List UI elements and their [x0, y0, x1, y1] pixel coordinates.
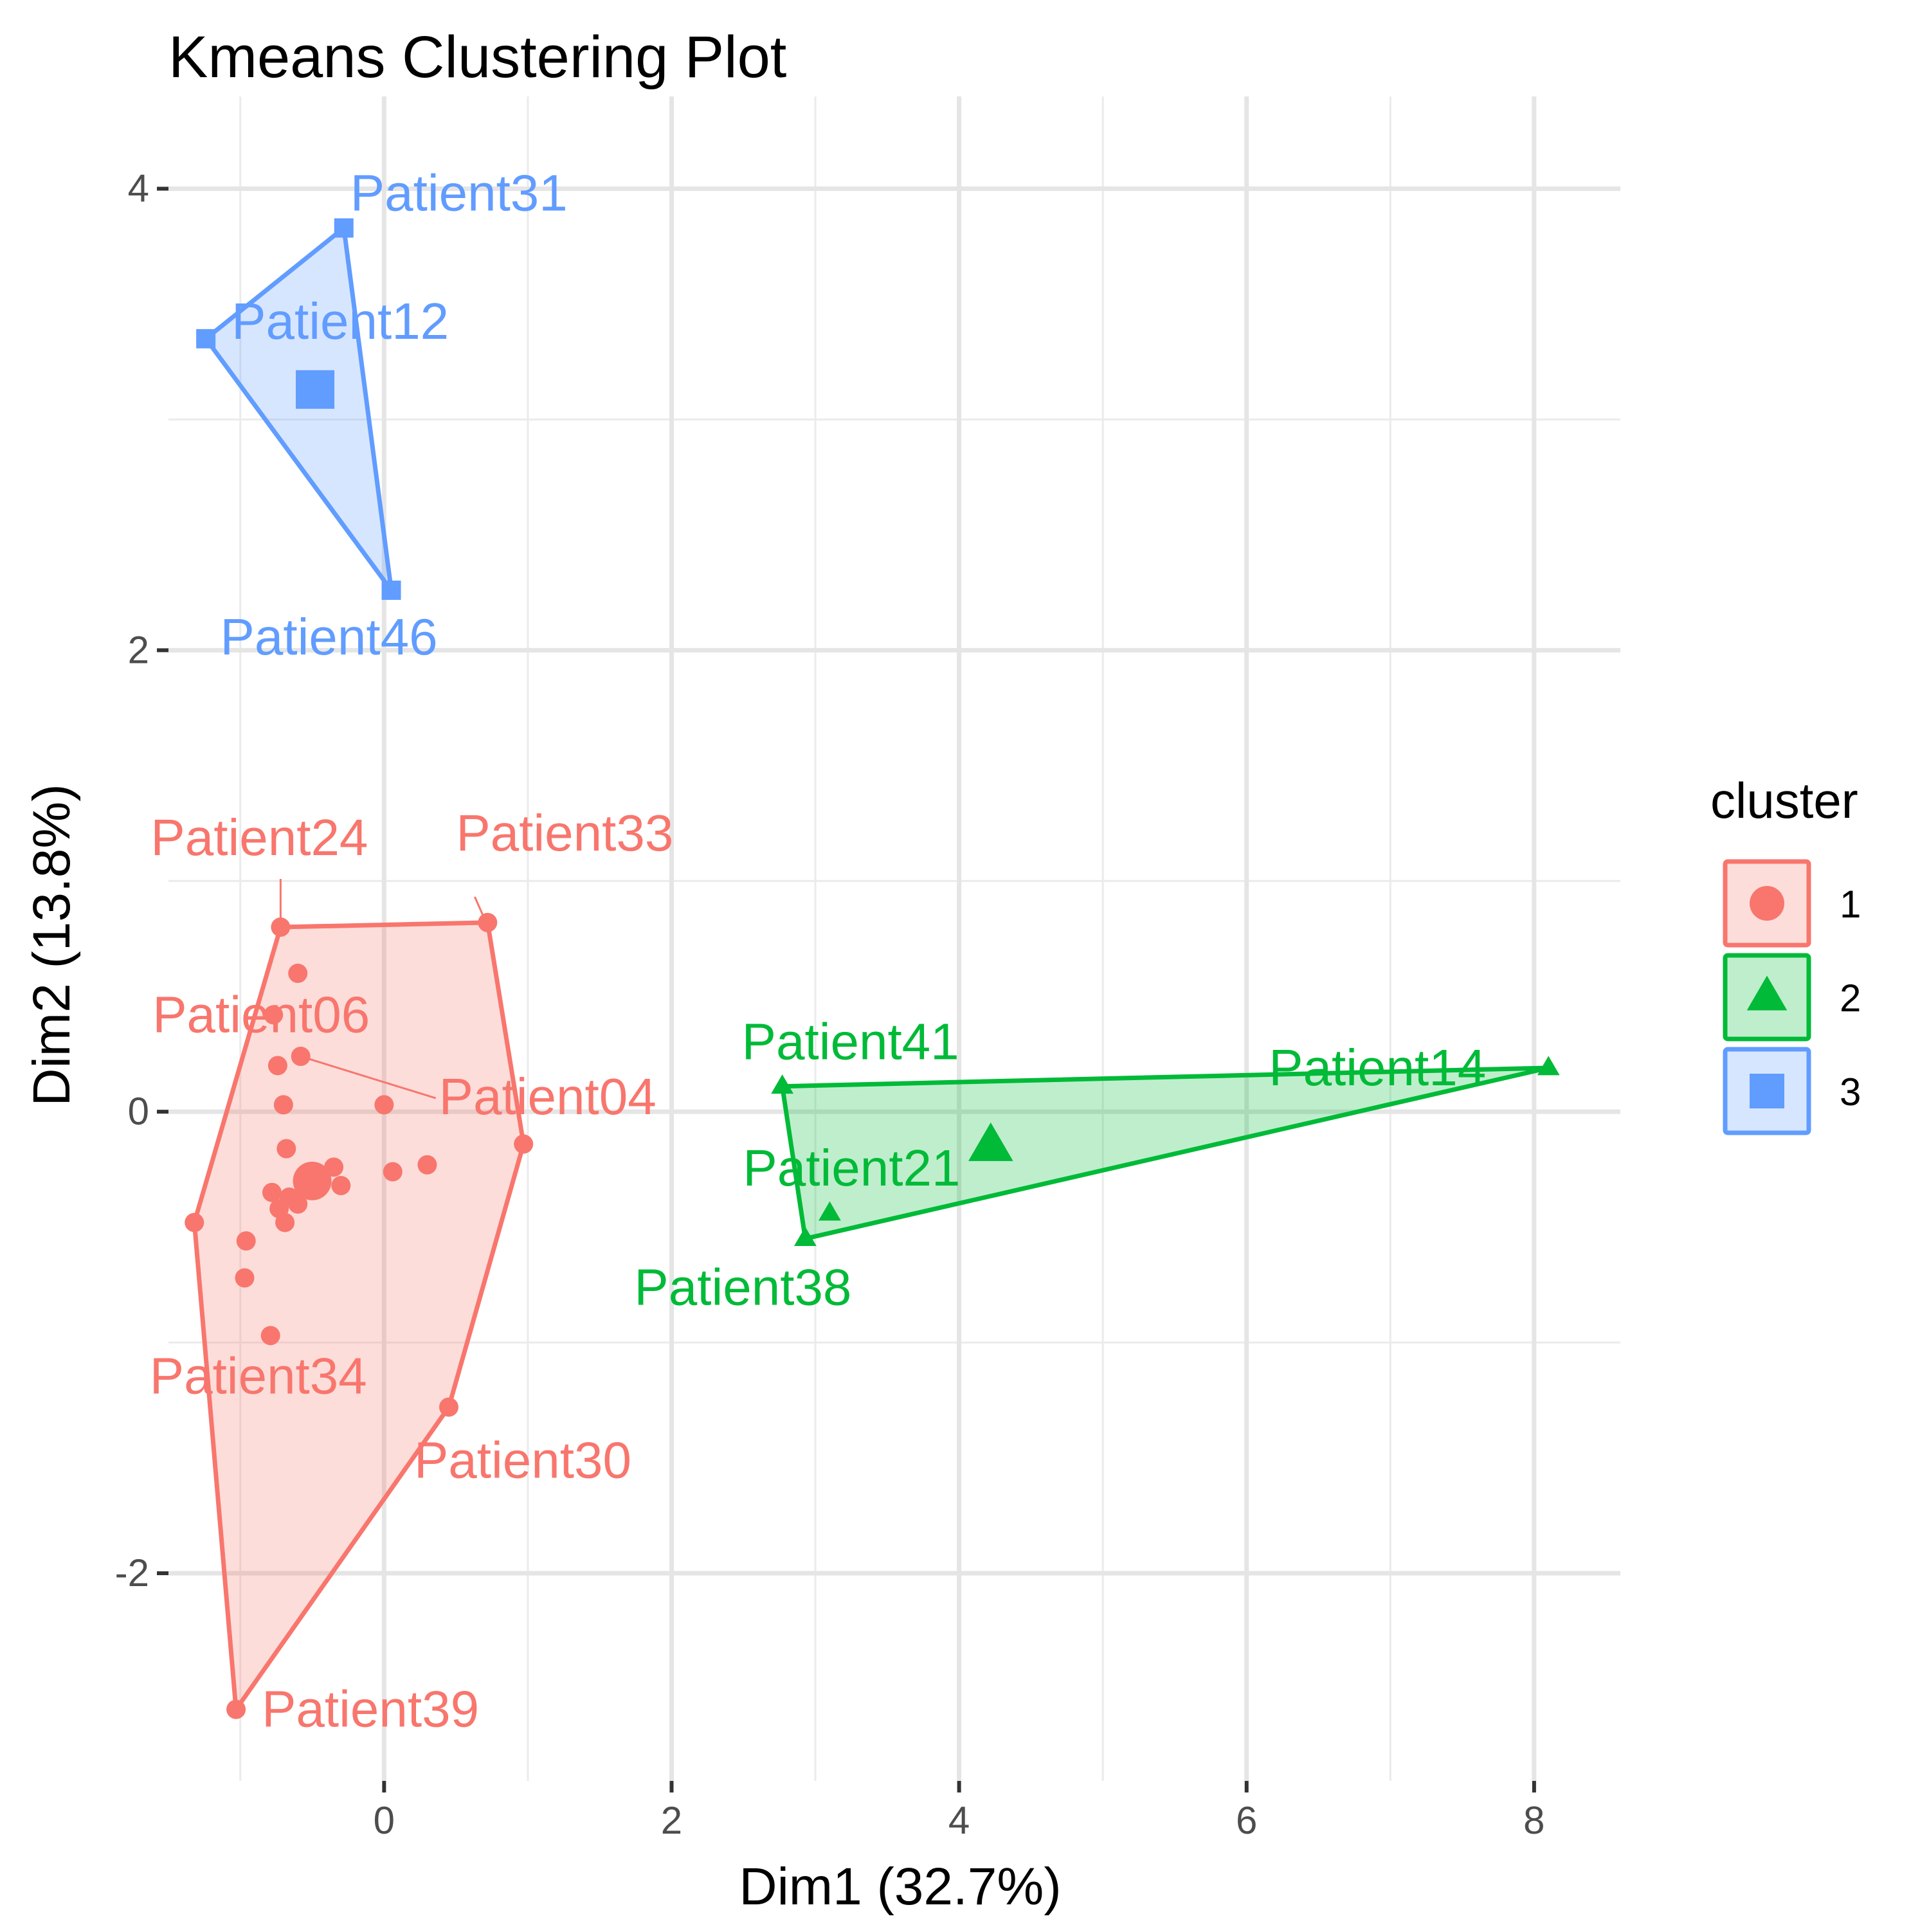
data-point-cluster-1 — [273, 1095, 293, 1115]
data-point-cluster-1 — [271, 917, 291, 937]
legend-key-symbol — [1750, 886, 1784, 921]
legend: cluster 1 2 3 — [1710, 772, 1861, 1135]
point-label: Patient33 — [456, 804, 673, 862]
point-label: Patient12 — [231, 293, 449, 350]
point-label: Patient24 — [150, 809, 368, 866]
data-point-cluster-2 — [1537, 1056, 1560, 1076]
data-point-cluster-1 — [439, 1397, 458, 1417]
x-tick-label: 2 — [661, 1799, 682, 1842]
legend-label: 3 — [1840, 1070, 1861, 1114]
data-point-cluster-1 — [478, 912, 498, 932]
x-tick-label: 6 — [1236, 1799, 1257, 1842]
data-point-cluster-3 — [381, 581, 401, 600]
y-tick-label: 2 — [128, 628, 149, 671]
data-point-cluster-2 — [793, 1226, 817, 1246]
point-label: Patient46 — [221, 608, 438, 665]
data-point-cluster-1 — [276, 1139, 296, 1159]
point-label: Patient14 — [1269, 1039, 1486, 1096]
point-label: Patient41 — [742, 1013, 959, 1070]
y-tick-label: 4 — [128, 167, 149, 210]
data-point-cluster-2 — [818, 1201, 841, 1221]
data-point-cluster-1 — [417, 1155, 437, 1175]
data-point-cluster-1 — [514, 1134, 534, 1154]
grid-lines — [168, 96, 1620, 1781]
axes: 0 2 4 6 8 -2 0 2 4 — [115, 167, 1545, 1842]
point-label: Patient30 — [414, 1432, 631, 1489]
data-point-cluster-1 — [235, 1268, 255, 1288]
legend-label: 1 — [1840, 883, 1861, 926]
data-point-cluster-1 — [260, 1326, 280, 1346]
label-leader-line — [300, 1055, 437, 1099]
cluster-hulls — [192, 226, 1551, 1712]
point-label: Patient34 — [150, 1347, 367, 1404]
cluster-centroid-1 — [293, 1161, 332, 1200]
data-point-cluster-1 — [185, 1213, 204, 1232]
point-label: Patient04 — [439, 1068, 657, 1125]
chart-title: Kmeans Clustering Plot — [168, 24, 786, 90]
legend-key-symbol — [1750, 1074, 1784, 1108]
data-point-cluster-3 — [334, 218, 354, 238]
cluster-centroid-3 — [296, 370, 335, 409]
data-point-cluster-1 — [226, 1699, 246, 1719]
point-labels: Patient24 Patient33 Patient06 Patient04 Pati… — [150, 165, 1487, 1738]
data-point-cluster-1 — [275, 1213, 295, 1232]
data-point-cluster-1 — [264, 1005, 284, 1025]
data-point-cluster-1 — [262, 1182, 282, 1202]
data-point-cluster-1 — [288, 963, 308, 983]
y-axis-title: Dim2 (13.8%) — [23, 784, 81, 1106]
data-point-cluster-1 — [288, 1194, 308, 1214]
data-point-cluster-1 — [374, 1095, 394, 1115]
cluster-centroid-2 — [968, 1122, 1013, 1161]
x-tick-label: 0 — [374, 1799, 395, 1842]
legend-title: cluster — [1710, 772, 1858, 829]
label-leader-line — [473, 896, 486, 921]
point-label: Patient38 — [634, 1259, 851, 1316]
x-tick-label: 8 — [1523, 1799, 1544, 1842]
point-label: Patient39 — [262, 1681, 479, 1738]
data-points — [185, 218, 1560, 1719]
data-point-cluster-1 — [267, 1056, 287, 1076]
x-axis-title: Dim1 (32.7%) — [739, 1857, 1061, 1916]
legend-label: 2 — [1840, 977, 1861, 1020]
point-label: Patient31 — [350, 165, 568, 222]
data-point-cluster-2 — [771, 1074, 794, 1094]
legend-key-symbol — [1746, 975, 1788, 1011]
data-point-cluster-1 — [236, 1231, 256, 1251]
data-point-cluster-3 — [196, 329, 216, 348]
point-label: Patient06 — [152, 986, 370, 1043]
y-tick-label: -2 — [115, 1551, 149, 1594]
data-point-cluster-1 — [383, 1162, 403, 1182]
point-label: Patient21 — [743, 1139, 960, 1196]
cluster-hull-3 — [203, 226, 394, 593]
cluster-hull-2 — [780, 1065, 1551, 1241]
data-point-cluster-1 — [331, 1176, 351, 1196]
x-tick-label: 4 — [948, 1799, 970, 1842]
y-tick-label: 0 — [128, 1090, 149, 1133]
